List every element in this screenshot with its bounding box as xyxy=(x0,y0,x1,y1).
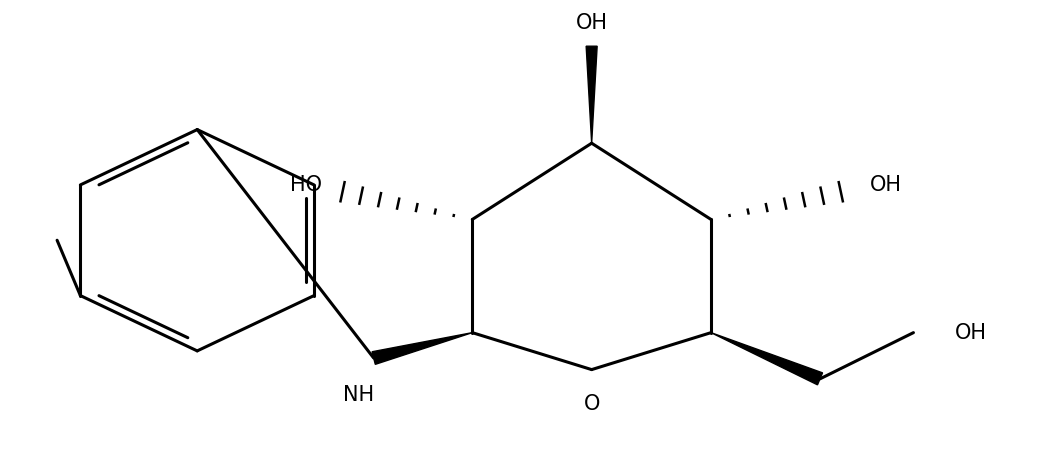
Text: NH: NH xyxy=(343,385,374,405)
Text: OH: OH xyxy=(955,322,987,343)
Polygon shape xyxy=(586,46,597,143)
Polygon shape xyxy=(372,333,472,365)
Polygon shape xyxy=(711,333,822,385)
Text: OH: OH xyxy=(870,175,902,195)
Text: HO: HO xyxy=(290,175,322,195)
Text: OH: OH xyxy=(576,13,607,33)
Text: O: O xyxy=(583,394,600,414)
